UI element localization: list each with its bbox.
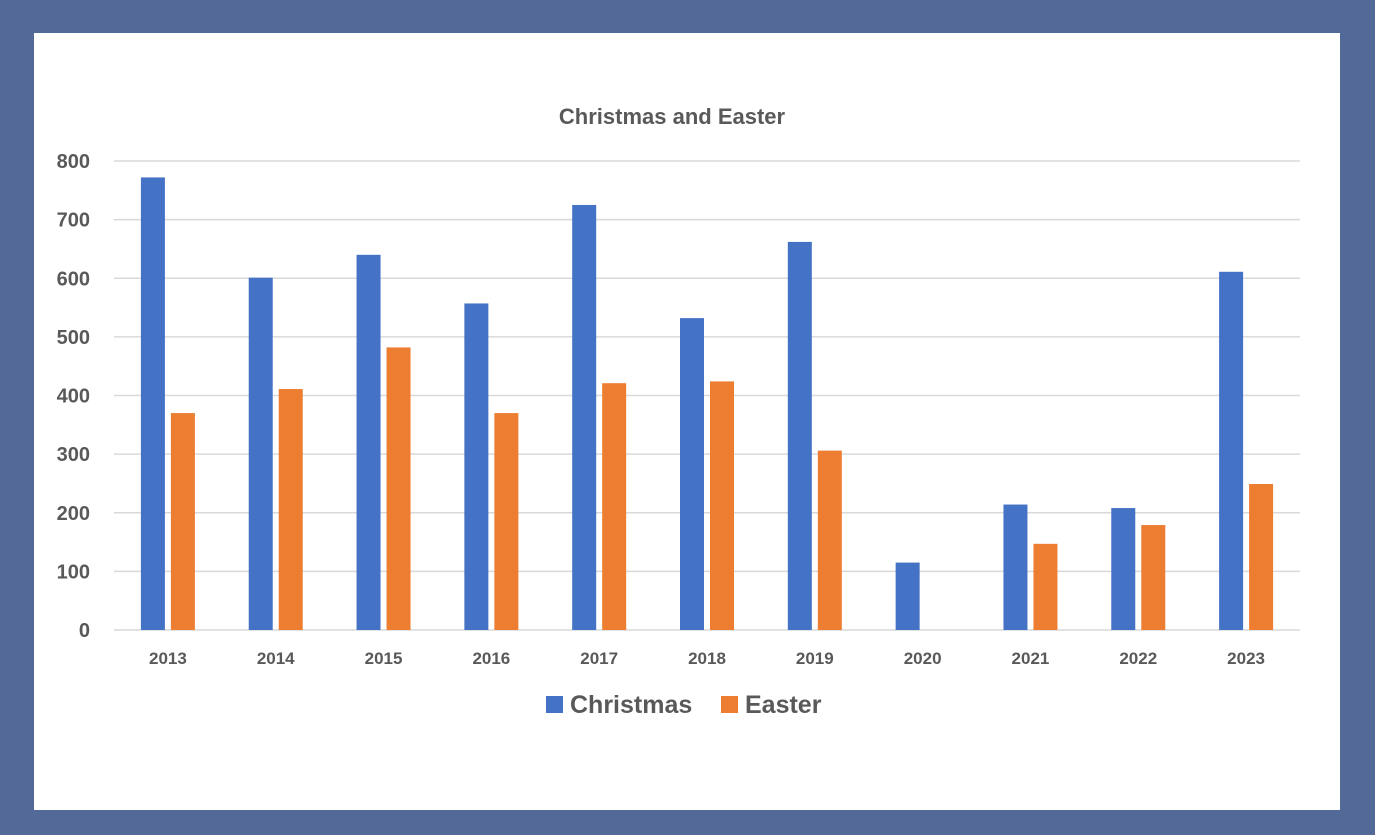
y-tick-label: 300	[57, 444, 90, 466]
x-tick-label: 2022	[1119, 649, 1157, 668]
x-tick-label: 2014	[257, 649, 295, 668]
legend-swatch-christmas	[546, 696, 563, 713]
bar-easter-2016	[494, 413, 519, 630]
legend: Christmas Easter	[546, 691, 822, 719]
bar-easter-2017	[602, 383, 627, 630]
y-axis-tick-labels: 0 100 200 300 400 500 600 700 800	[57, 151, 90, 642]
legend-swatch-easter	[721, 696, 738, 713]
bar-easter-2019	[817, 450, 842, 630]
bar-christmas-2014	[248, 277, 273, 630]
bar-christmas-2016	[464, 303, 489, 630]
bar-chart: Christmas and Easter 0 100 200 300 400 500 600…	[57, 104, 1300, 719]
chart-title: Christmas and Easter	[559, 104, 786, 129]
bar-christmas-2017	[572, 204, 597, 630]
y-tick-label: 0	[79, 620, 90, 642]
legend-label-christmas: Christmas	[570, 691, 692, 719]
bar-christmas-2013	[140, 177, 165, 631]
bar-christmas-2019	[787, 241, 812, 630]
x-tick-label: 2023	[1227, 649, 1265, 668]
x-tick-label: 2015	[365, 649, 403, 668]
chart-area: Christmas and Easter 0 100 200 300 400 500 600…	[34, 33, 1340, 810]
bar-easter-2022	[1141, 525, 1166, 630]
x-tick-label: 2018	[688, 649, 726, 668]
x-tick-label: 2017	[580, 649, 618, 668]
bar-easter-2018	[710, 381, 734, 630]
bar-christmas-2018	[680, 318, 704, 630]
x-tick-label: 2021	[1012, 649, 1050, 668]
y-tick-label: 700	[57, 210, 90, 232]
bar-easter-2014	[278, 389, 303, 630]
y-tick-label: 200	[57, 503, 90, 525]
bar-christmas-2021	[1003, 504, 1028, 630]
x-tick-label: 2020	[904, 649, 942, 668]
gridlines	[114, 160, 1300, 631]
bar-christmas-2023	[1219, 271, 1244, 630]
x-axis-tick-labels: 2013 2014 2015 2016 2017 2018 2019 2020 2021 2022…	[149, 649, 1265, 668]
y-tick-label: 500	[57, 327, 90, 349]
bar-easter-2023	[1249, 484, 1274, 630]
bar-easter-2021	[1033, 543, 1058, 630]
x-tick-label: 2013	[149, 649, 187, 668]
bars	[140, 177, 1274, 631]
bar-christmas-2015	[356, 254, 381, 631]
y-tick-label: 100	[57, 561, 90, 583]
bar-christmas-2022	[1111, 508, 1136, 630]
legend-label-easter: Easter	[745, 691, 822, 719]
bar-easter-2013	[170, 413, 195, 630]
x-tick-label: 2016	[472, 649, 510, 668]
y-tick-label: 400	[57, 386, 90, 408]
bar-easter-2015	[386, 347, 411, 630]
y-tick-label: 800	[57, 151, 90, 173]
y-tick-label: 600	[57, 268, 90, 290]
x-tick-label: 2019	[796, 649, 834, 668]
bar-christmas-2020	[895, 562, 920, 630]
